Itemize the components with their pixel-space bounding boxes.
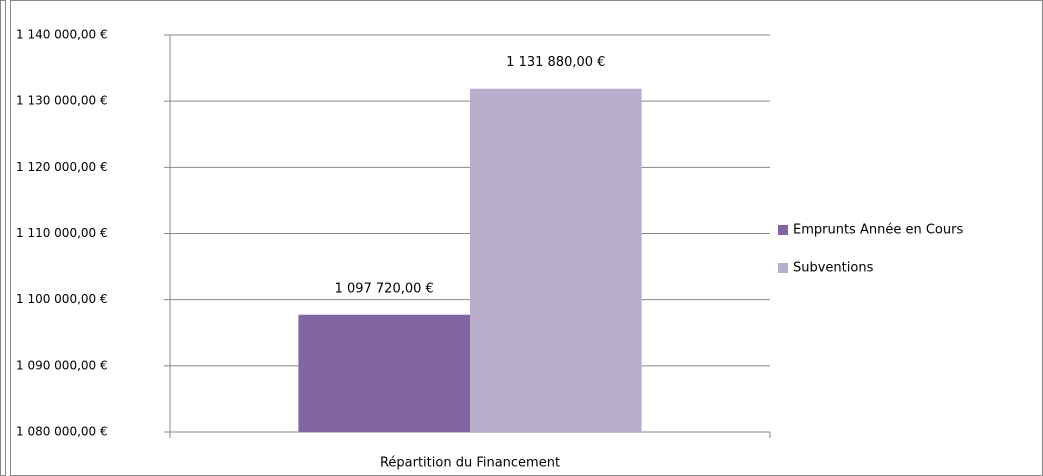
legend-swatch [778, 263, 788, 273]
legend-swatch [778, 225, 788, 235]
y-tick-label: 1 090 000,00 € [16, 358, 108, 372]
y-tick-label: 1 120 000,00 € [16, 160, 108, 174]
y-tick-label: 1 110 000,00 € [16, 226, 108, 240]
bar [298, 314, 470, 432]
bar [470, 88, 642, 433]
value-label: 1 131 880,00 € [506, 55, 605, 70]
y-tick-label: 1 100 000,00 € [16, 292, 108, 306]
legend-label: Emprunts Année en Cours [793, 223, 963, 238]
x-tick-label: Répartition du Financement [380, 456, 560, 471]
y-tick-label: 1 130 000,00 € [16, 94, 108, 108]
left-edge [0, 0, 6, 476]
y-tick-label: 1 080 000,00 € [16, 425, 108, 439]
value-label: 1 097 720,00 € [335, 281, 434, 296]
legend-label: Subventions [793, 261, 874, 276]
y-tick-label: 1 140 000,00 € [16, 28, 108, 42]
